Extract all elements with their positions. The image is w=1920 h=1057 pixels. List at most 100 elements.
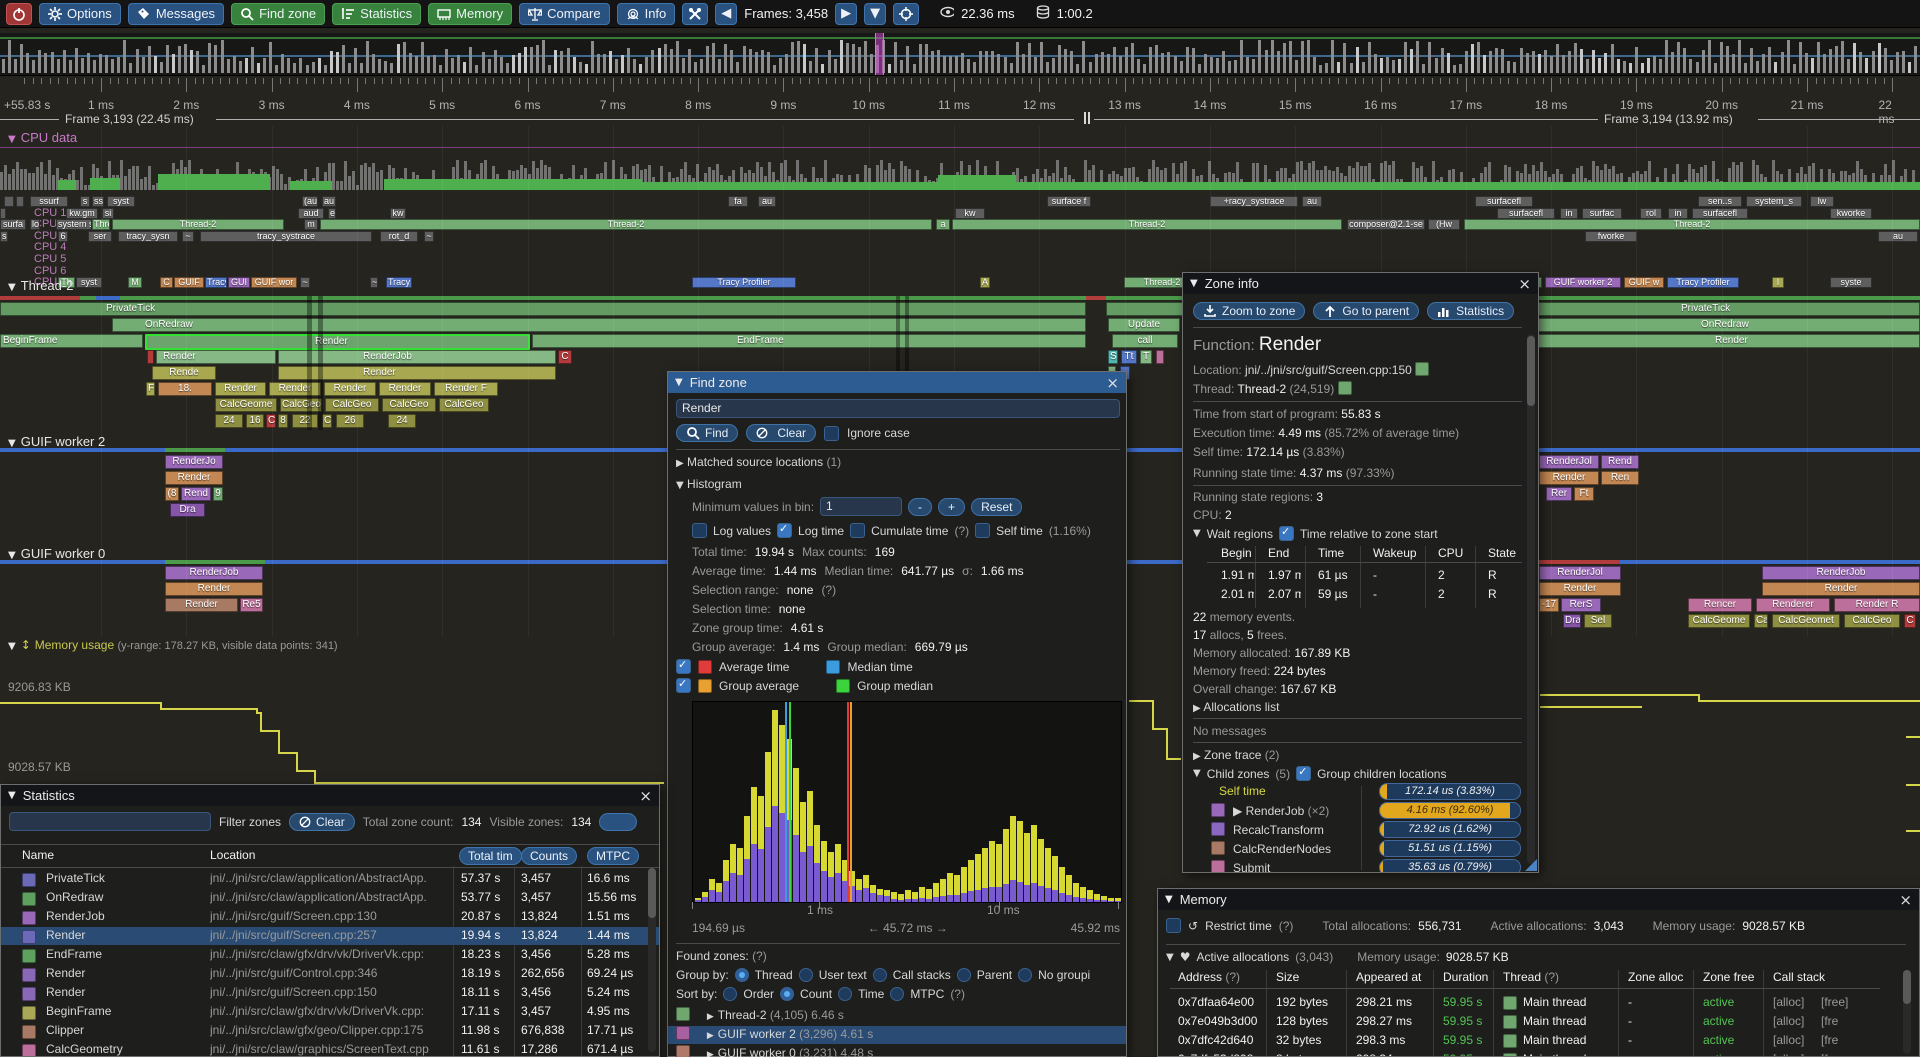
timeline-zone[interactable]: Render bbox=[165, 582, 263, 596]
cpu-zone[interactable]: kw bbox=[955, 207, 985, 219]
collapse-icon[interactable]: ▼ bbox=[1165, 894, 1173, 905]
timeline-zone[interactable]: call bbox=[1112, 334, 1178, 348]
frame-label[interactable]: Frame 3,194 (13.92 ms) bbox=[1604, 112, 1733, 126]
memory-col-header[interactable]: Duration bbox=[1443, 970, 1489, 984]
timeline-zone[interactable]: CalcGeo bbox=[280, 398, 322, 412]
timeline-zone[interactable] bbox=[147, 350, 154, 364]
zoom-to-zone-button[interactable]: Zoom to zone bbox=[1193, 302, 1306, 320]
stats-scrollbar[interactable] bbox=[648, 868, 656, 1052]
timeline-zone[interactable]: 18. bbox=[158, 382, 212, 396]
collapse-icon[interactable]: ▼ bbox=[1166, 951, 1174, 963]
timeline-zone[interactable]: CalcGeo bbox=[439, 398, 489, 412]
cpu-zone[interactable]: syst bbox=[76, 277, 102, 289]
memory-col-header[interactable]: Call stack bbox=[1773, 970, 1826, 984]
thread-header[interactable]: ▼ GUIF worker 0 bbox=[8, 546, 105, 561]
cpu-zone[interactable]: 6 bbox=[58, 230, 68, 242]
memory-row[interactable]: 0x7e049b3d00 128 bytes 298.27 ms 59.95 s Mai… bbox=[1158, 1013, 1919, 1031]
timeline-zone[interactable]: Render bbox=[165, 598, 238, 612]
timeline-zone[interactable]: PrivateTick bbox=[0, 302, 1086, 316]
prev-frame-button[interactable]: ◀ bbox=[715, 2, 738, 25]
cpu-zone[interactable]: A bbox=[980, 277, 990, 289]
sort-by-radio[interactable] bbox=[890, 987, 905, 1001]
cpu-zone[interactable]: Thread-2 bbox=[112, 219, 284, 231]
col-mtpc-sort[interactable]: MTPC bbox=[587, 847, 639, 865]
timeline-zone[interactable]: RenderJob bbox=[1762, 566, 1920, 580]
group-by-radio[interactable] bbox=[872, 968, 887, 982]
cpu-zone[interactable] bbox=[0, 207, 6, 219]
stats-row[interactable]: Render jni/../jni/src/guif/Screen.cpp:257… bbox=[1, 927, 659, 945]
group-by-radio[interactable] bbox=[798, 968, 813, 982]
timeline-zone[interactable]: Renderer bbox=[1756, 598, 1830, 612]
frame-dropdown-button[interactable]: ▼ bbox=[864, 2, 887, 25]
compare-button[interactable]: Compare bbox=[519, 2, 610, 25]
timeline-zone[interactable]: Render bbox=[278, 366, 556, 380]
cpu-zone[interactable]: kw bbox=[390, 207, 406, 219]
cpu-zone[interactable]: Thread-2 bbox=[952, 219, 1342, 231]
tools-button[interactable] bbox=[682, 2, 709, 25]
option-checkbox[interactable] bbox=[692, 523, 707, 538]
timeline-zone[interactable]: Ft bbox=[1574, 487, 1594, 501]
cpu-zone[interactable]: ~ bbox=[182, 230, 194, 242]
timeline-zone[interactable]: CalcGeomet bbox=[1772, 614, 1840, 628]
sort-by-radio[interactable] bbox=[723, 987, 738, 1001]
timeline-zone[interactable]: Render F bbox=[434, 382, 498, 396]
timeline-zone[interactable]: Render bbox=[324, 382, 376, 396]
timeline-zone[interactable]: 16 bbox=[246, 414, 264, 428]
close-icon[interactable]: × bbox=[639, 786, 652, 805]
cpu-zone[interactable]: au bbox=[758, 196, 776, 207]
found-group-row[interactable]: ▶ GUIF worker 0 (3,231) 4.48 s bbox=[668, 1045, 1126, 1057]
timeline-zone[interactable] bbox=[1156, 350, 1164, 364]
timeline-zone[interactable]: Render bbox=[379, 382, 431, 396]
thread-header[interactable]: ▼ Thread-2 bbox=[8, 278, 73, 293]
cpu-zone[interactable]: s bbox=[80, 196, 90, 207]
cpu-zone[interactable]: s bbox=[0, 230, 8, 242]
collapse-icon[interactable]: ▼ bbox=[8, 438, 16, 449]
cpu-zone[interactable]: I bbox=[1772, 277, 1784, 289]
info-button[interactable]: Info bbox=[616, 2, 676, 25]
restrict-time-checkbox[interactable] bbox=[1166, 918, 1181, 933]
timeline-zone[interactable]: Dra bbox=[1563, 614, 1581, 628]
stats-row[interactable]: OnRedraw jni/../jni/src/claw/application/… bbox=[1, 889, 659, 907]
close-icon[interactable]: × bbox=[1518, 274, 1531, 293]
memory-col-header[interactable]: Appeared at bbox=[1356, 970, 1422, 984]
cpu-zone[interactable]: ~ bbox=[300, 277, 310, 289]
cpu-zone[interactable] bbox=[16, 196, 24, 207]
option-checkbox[interactable] bbox=[975, 523, 991, 538]
cpu-zone[interactable]: surface f bbox=[1047, 196, 1091, 207]
cpu-zone[interactable]: Tracy bbox=[205, 277, 227, 289]
search-input[interactable]: Render bbox=[676, 399, 1120, 418]
timeline-zone[interactable]: CalcGeo bbox=[382, 398, 436, 412]
timeline-zone[interactable]: 9 bbox=[213, 487, 223, 501]
child-zone-row[interactable]: ▶ RenderJob (×2) 4.16 ms (92.60%) bbox=[1193, 802, 1522, 819]
timeline-zone[interactable]: CalcGeo bbox=[1844, 614, 1900, 628]
child-zone-row[interactable]: Submit 35.63 us (0.79%) bbox=[1193, 859, 1522, 872]
collapse-icon[interactable]: ▼ bbox=[675, 377, 683, 388]
timeline-zone[interactable]: Render bbox=[1762, 582, 1920, 596]
messages-button[interactable]: Messages bbox=[127, 2, 225, 25]
power-button[interactable] bbox=[6, 2, 32, 25]
cpu-zone[interactable]: au bbox=[322, 196, 336, 207]
statistics-titlebar[interactable]: ▼ Statistics × bbox=[1, 785, 659, 806]
memory-row[interactable]: 0x7dfc42d640 32 bytes 298.3 ms 59.95 s Main … bbox=[1158, 1032, 1919, 1050]
timeline-zone[interactable]: Render bbox=[145, 334, 530, 350]
cpu-zone[interactable]: GUI bbox=[228, 277, 250, 289]
memory-titlebar[interactable]: ▼ Memory × bbox=[1158, 889, 1919, 910]
clear-button[interactable]: Clear bbox=[746, 424, 817, 442]
timeline-zone[interactable]: RenderJol bbox=[1539, 455, 1599, 469]
cpu-zone[interactable]: Th bbox=[58, 277, 75, 289]
cpu-zone[interactable]: ssurf bbox=[30, 196, 68, 207]
memory-col-header[interactable]: Zone alloc bbox=[1628, 970, 1684, 984]
timeline-zone[interactable]: Rende bbox=[152, 366, 216, 380]
memory-usage-header[interactable]: ▼ ↕ Memory usage (y-range: 178.27 KB, visi… bbox=[8, 638, 338, 652]
cpu-zone[interactable]: ~ bbox=[424, 230, 434, 242]
sort-by-radio[interactable] bbox=[780, 987, 795, 1001]
frame-label[interactable]: Frame 3,193 (22.45 ms) bbox=[65, 112, 194, 126]
cpu-zone[interactable]: Thread-2 bbox=[320, 219, 932, 231]
col-total-time-sort[interactable]: Total tim bbox=[459, 847, 522, 865]
timeline-zone[interactable]: Dra bbox=[170, 503, 205, 517]
scrollbar-thumb[interactable] bbox=[648, 868, 656, 918]
cpu-zone[interactable]: sen..s bbox=[1698, 196, 1742, 207]
option-checkbox[interactable] bbox=[850, 523, 866, 538]
min-bin-input[interactable]: 1 bbox=[820, 497, 903, 516]
next-frame-button[interactable]: ▶ bbox=[835, 2, 858, 25]
